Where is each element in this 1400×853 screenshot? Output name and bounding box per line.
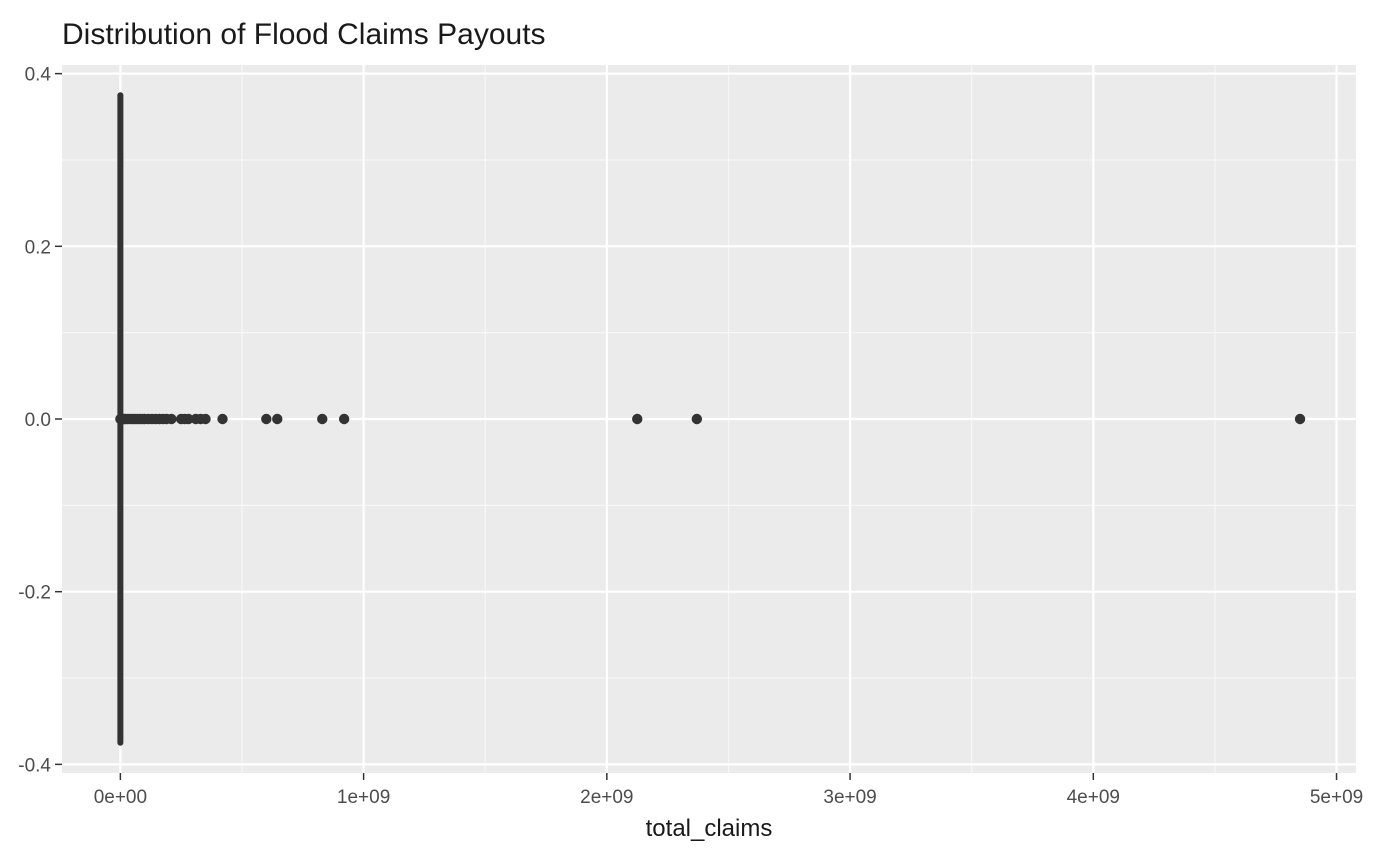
data-point — [1294, 413, 1306, 425]
data-point — [261, 413, 272, 425]
data-point — [217, 413, 228, 425]
y-tick-label: 0.0 — [25, 410, 51, 431]
data-point — [272, 413, 283, 425]
data-point — [338, 413, 350, 425]
y-tick-label: -0.4 — [18, 755, 51, 776]
x-tick-label: 3e+09 — [823, 787, 876, 808]
x-tick-label: 1e+09 — [337, 787, 390, 808]
data-point — [200, 413, 211, 425]
y-tick-label: 0.2 — [25, 237, 51, 258]
y-axis: -0.4 -0.2 0.0 0.2 0.4 — [18, 65, 62, 776]
data-point — [183, 413, 194, 425]
chart-title: Distribution of Flood Claims Payouts — [62, 18, 546, 51]
data-point — [691, 413, 703, 425]
x-axis-title: total_claims — [646, 815, 773, 842]
data-point — [166, 413, 177, 425]
y-tick-label: 0.4 — [25, 65, 52, 86]
data-points — [115, 92, 1306, 746]
x-tick-label: 5e+09 — [1310, 787, 1363, 808]
y-tick-label: -0.2 — [18, 583, 51, 604]
x-axis: 0e+00 1e+09 2e+09 3e+09 4e+09 5e+09 — [94, 773, 1363, 808]
x-tick-label: 4e+09 — [1067, 787, 1120, 808]
data-point — [632, 413, 643, 425]
data-point — [317, 413, 328, 425]
x-tick-label: 2e+09 — [580, 787, 633, 808]
x-tick-label: 0e+00 — [94, 787, 147, 808]
